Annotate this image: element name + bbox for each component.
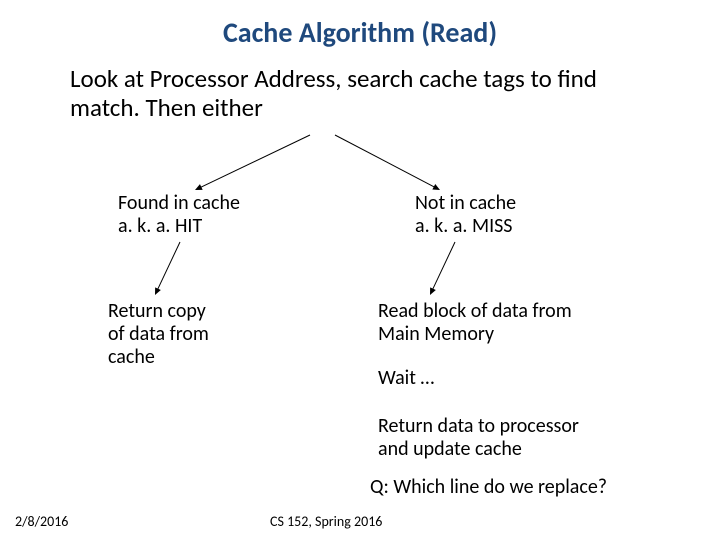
hit-label: Found in cache a. k. a. HIT (118, 192, 240, 238)
hit-body: Return copy of data from cache (108, 300, 209, 369)
miss-label: Not in cache a. k. a. MISS (415, 192, 516, 238)
miss-body1-line1: Read block of data from (378, 300, 572, 323)
miss-body-1: Read block of data from Main Memory (378, 300, 572, 346)
hit-body-line3: cache (108, 346, 209, 369)
hit-body-line1: Return copy (108, 300, 209, 323)
miss-body-3: Return data to processor and update cach… (378, 415, 579, 461)
miss-body3-line2: and update cache (378, 438, 579, 461)
footer-course: CS 152, Spring 2016 (270, 513, 382, 530)
slide-subtitle: Look at Processor Address, search cache … (70, 65, 660, 123)
miss-body3-line1: Return data to processor (378, 415, 579, 438)
miss-label-line1: Not in cache (415, 192, 516, 215)
slide-title: Cache Algorithm (Read) (0, 15, 720, 50)
question-text: Q: Which line do we replace? (370, 475, 607, 499)
miss-label-line2: a. k. a. MISS (415, 215, 516, 238)
hit-body-line2: of data from (108, 323, 209, 346)
hit-label-line1: Found in cache (118, 192, 240, 215)
miss-body1-line2: Main Memory (378, 323, 572, 346)
miss-body-2: Wait … (378, 367, 434, 390)
footer-date: 2/8/2016 (15, 513, 68, 530)
hit-label-line2: a. k. a. HIT (118, 215, 240, 238)
